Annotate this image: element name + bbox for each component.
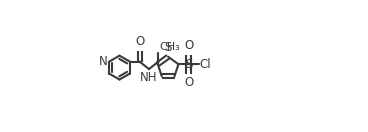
Text: O: O [135, 35, 144, 48]
Text: S: S [185, 58, 192, 71]
Text: S: S [164, 41, 172, 54]
Text: Cl: Cl [199, 58, 211, 71]
Text: CH₃: CH₃ [159, 42, 180, 52]
Text: NH: NH [140, 71, 158, 84]
Text: N: N [99, 55, 108, 68]
Text: O: O [184, 39, 193, 52]
Text: O: O [184, 76, 193, 89]
